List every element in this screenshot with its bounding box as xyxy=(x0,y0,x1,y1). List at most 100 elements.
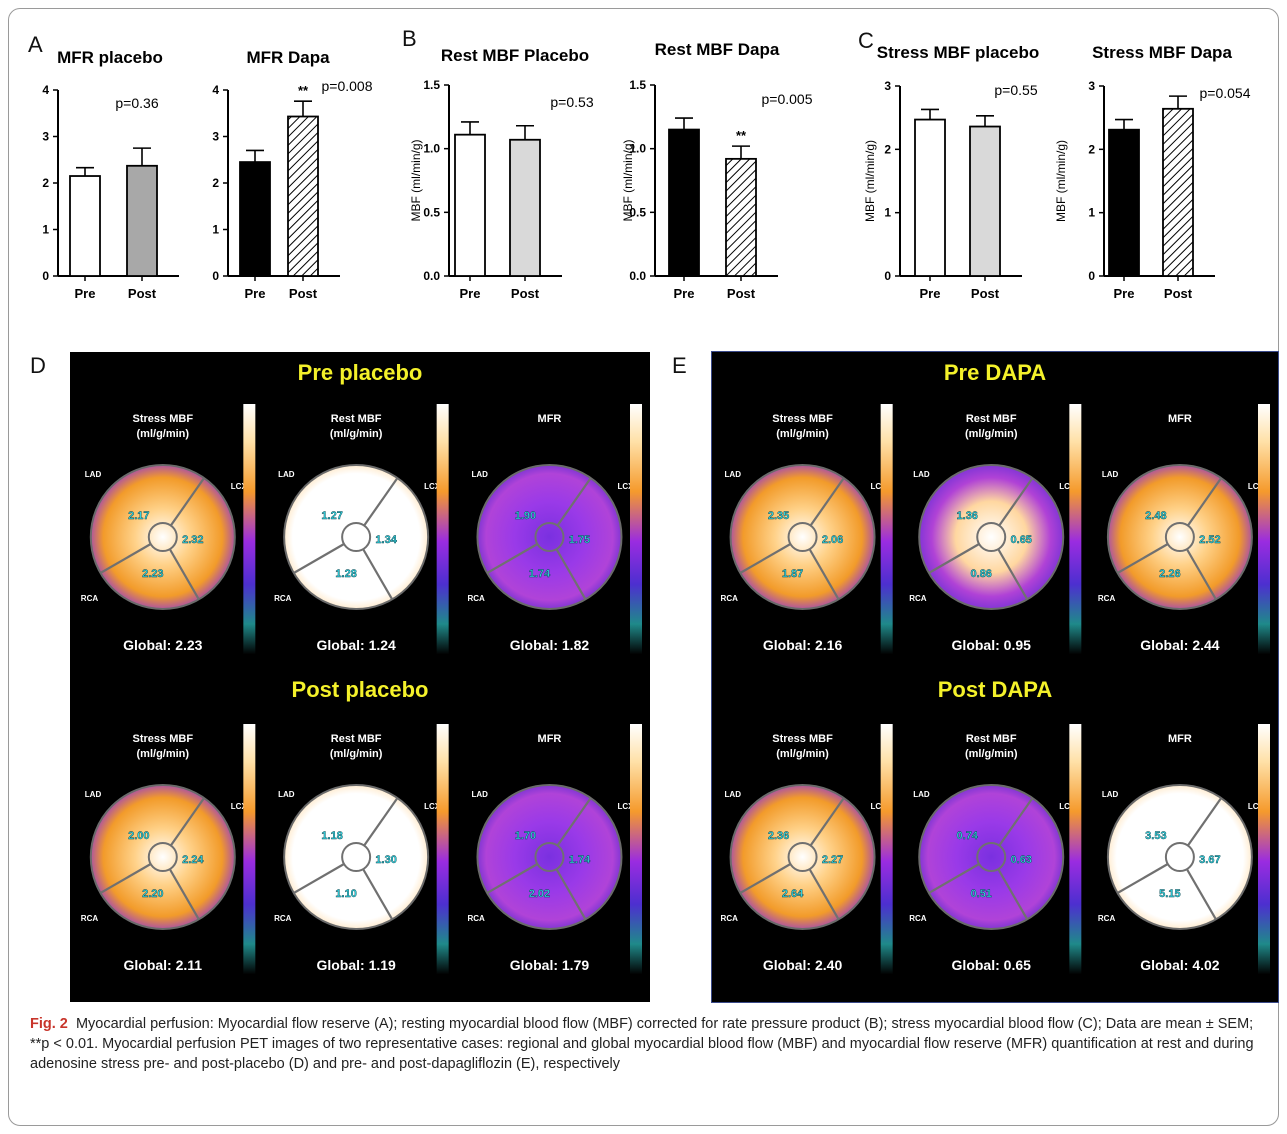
pet-map-title: Rest MBF xyxy=(331,413,382,425)
global-value: Global: 2.44 xyxy=(1140,637,1220,653)
pet-map: Stress MBF (ml/g/min) LAD LCX RCA 2.17 2.32 2.2… xyxy=(81,404,256,654)
territory-label: LCX xyxy=(424,482,441,491)
territory-label: RCA xyxy=(1098,594,1116,603)
pet-d-top-title: Pre placebo xyxy=(297,360,423,385)
territory-label: RCA xyxy=(81,594,99,603)
territory-border xyxy=(1116,863,1169,894)
p-value: p=0.36 xyxy=(115,95,158,111)
pet-map-units: (ml/g/min) xyxy=(137,748,190,760)
bar xyxy=(725,157,757,277)
segment-value: 2.32 xyxy=(182,534,203,546)
colour-scale xyxy=(436,404,449,654)
territory-label: LAD xyxy=(278,790,295,799)
polar-map xyxy=(476,464,623,610)
y-axis-label: MBF (ml/min/g) xyxy=(1054,140,1068,222)
segment-value: 2.06 xyxy=(822,534,843,546)
polar-map xyxy=(1106,784,1253,930)
territory-border xyxy=(809,477,845,527)
colour-scale xyxy=(243,404,256,654)
territory-border xyxy=(739,543,791,574)
pet-d-bottom-title: Post placebo xyxy=(291,677,429,702)
caption-figure-number: Fig. 2 xyxy=(30,1016,68,1032)
y-tick-label: 0 xyxy=(42,269,49,283)
segment-value: 2.02 xyxy=(529,888,550,900)
apex-ring xyxy=(787,522,818,552)
y-tick-label: 2 xyxy=(884,142,891,156)
territory-border xyxy=(362,548,394,600)
territory-label: LAD xyxy=(1102,470,1119,479)
apex-ring xyxy=(534,522,565,552)
panel-label-e: E xyxy=(672,353,687,378)
pet-map-units: (ml/g/min) xyxy=(137,428,190,440)
x-tick-label: Post xyxy=(289,286,318,301)
bar-chart-3: Rest MBF Placebo 0.0 0.5 1.0 1.5 MBF (ml/min/… xyxy=(409,46,594,301)
apex-ring xyxy=(341,522,372,552)
colour-scale xyxy=(1258,404,1270,654)
bar xyxy=(239,161,271,277)
segment-value: 2.23 xyxy=(142,568,163,580)
y-axis-label: MBF (ml/min/g) xyxy=(621,140,635,222)
segment-value: 1.18 xyxy=(321,830,342,842)
polar-map xyxy=(729,464,876,610)
pet-map: Stress MBF (ml/g/min) LAD LCX RCA 2.00 2.24 2.2… xyxy=(81,724,256,974)
global-value: Global: 0.95 xyxy=(952,637,1032,653)
pet-map: MFR LAD LCX RCA 3.53 3.67 5.15 Global: 4.02 xyxy=(1098,724,1270,974)
pet-e-images: Stress MBF (ml/g/min) LAD LCX RCA 2.35 2.06 1.8… xyxy=(721,404,1270,974)
y-tick-label: 0 xyxy=(212,269,219,283)
territory-border xyxy=(739,863,791,894)
segment-value: 0.74 xyxy=(957,830,979,842)
x-tick-label: Pre xyxy=(460,286,481,301)
segment-value: 2.17 xyxy=(128,510,149,522)
segment-value: 2.52 xyxy=(1199,534,1220,546)
territory-label: LCX xyxy=(1248,802,1265,811)
territory-label: LAD xyxy=(725,790,742,799)
pet-map-title: MFR xyxy=(1168,733,1192,745)
bar xyxy=(287,115,319,277)
pet-map-title: MFR xyxy=(538,413,562,425)
territory-border xyxy=(998,477,1034,527)
segment-value: 1.74 xyxy=(569,854,591,866)
segment-value: 0.86 xyxy=(971,568,992,580)
y-tick-label: 2 xyxy=(1088,142,1095,156)
territory-border xyxy=(1185,868,1217,920)
p-value: p=0.55 xyxy=(994,82,1037,98)
territory-border xyxy=(808,548,840,600)
territory-label: LCX xyxy=(424,802,441,811)
polar-map xyxy=(729,784,876,930)
territory-label: RCA xyxy=(467,594,485,603)
apex-ring xyxy=(787,842,818,872)
y-tick-label: 0.0 xyxy=(629,269,646,283)
pet-map-units: (ml/g/min) xyxy=(330,428,383,440)
y-axis-label: MBF (ml/min/g) xyxy=(863,140,877,222)
p-value: p=0.53 xyxy=(550,94,593,110)
territory-border xyxy=(169,477,205,527)
pet-map-units: (ml/g/min) xyxy=(776,748,829,760)
global-value: Global: 2.23 xyxy=(123,637,203,653)
pet-map: Rest MBF (ml/g/min) LAD LCX RCA 1.36 0.65 0.86 G… xyxy=(909,404,1082,654)
panel-label-d: D xyxy=(30,353,46,378)
territory-label: LCX xyxy=(231,802,248,811)
territory-border xyxy=(809,797,845,847)
global-value: Global: 4.02 xyxy=(1140,957,1220,973)
territory-border xyxy=(168,548,200,600)
territory-border xyxy=(293,863,345,894)
x-tick-label: Post xyxy=(511,286,540,301)
territory-label: RCA xyxy=(721,914,739,923)
pet-map-units: (ml/g/min) xyxy=(965,748,1018,760)
colour-scale xyxy=(243,724,256,974)
y-tick-label: 2 xyxy=(212,176,219,190)
y-tick-label: 0.5 xyxy=(629,205,646,219)
pet-map: Rest MBF (ml/g/min) LAD LCX RCA 0.74 0.63 0.51 G… xyxy=(909,724,1082,974)
p-value: p=0.054 xyxy=(1200,85,1251,101)
pet-map-units: (ml/g/min) xyxy=(776,428,829,440)
pet-map: Stress MBF (ml/g/min) LAD LCX RCA 2.35 2.06 1.8… xyxy=(721,404,893,654)
territory-border xyxy=(486,543,538,574)
territory-border xyxy=(997,548,1029,600)
global-value: Global: 2.16 xyxy=(763,637,843,653)
colour-scale xyxy=(1258,724,1270,974)
bar xyxy=(1108,128,1140,277)
y-tick-label: 4 xyxy=(42,83,49,97)
colour-scale xyxy=(630,404,642,654)
colour-scale xyxy=(630,724,642,974)
y-tick-label: 1 xyxy=(884,206,891,220)
